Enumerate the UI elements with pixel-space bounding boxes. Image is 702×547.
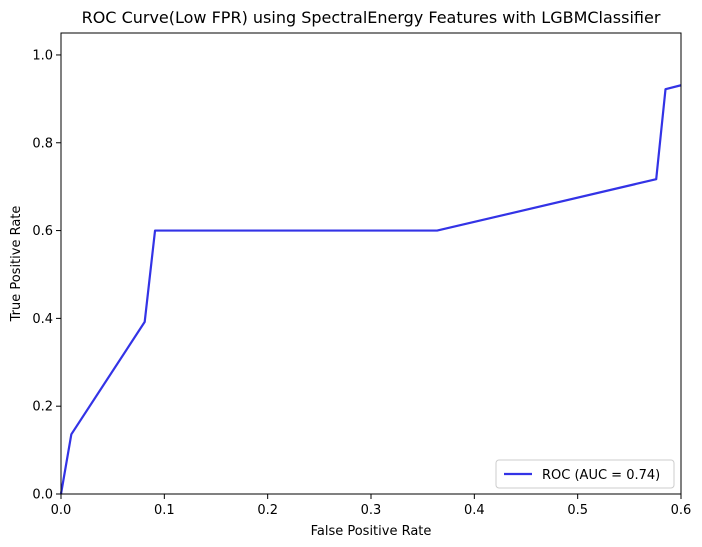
x-axis-ticks: 0.0 0.1 0.2 0.3 0.4 0.5 0.6	[51, 494, 692, 518]
y-tick-label: 0.6	[32, 224, 53, 239]
x-tick-label: 0.3	[361, 503, 382, 518]
y-tick-label: 0.2	[32, 400, 53, 415]
y-tick-label: 0.8	[32, 136, 53, 151]
roc-curve-line	[59, 84, 682, 495]
y-axis-ticks: 0.0 0.2 0.4 0.6 0.8 1.0	[32, 48, 61, 503]
plot-frame	[60, 32, 682, 495]
chart-title: ROC Curve(Low FPR) using SpectralEnergy …	[82, 8, 661, 27]
x-tick-label: 0.6	[671, 503, 692, 518]
x-tick-label: 0.0	[51, 503, 72, 518]
legend: ROC (AUC = 0.74)	[495, 459, 675, 489]
plot-area	[59, 84, 682, 495]
y-tick-label: 1.0	[32, 48, 53, 63]
y-tick-label: 0.0	[32, 488, 53, 503]
x-tick-label: 0.1	[154, 503, 175, 518]
x-tick-label: 0.5	[567, 503, 588, 518]
x-axis-label: False Positive Rate	[311, 524, 432, 539]
x-tick-label: 0.2	[257, 503, 278, 518]
legend-entry-label: ROC (AUC = 0.74)	[542, 468, 660, 483]
y-tick-label: 0.4	[32, 312, 53, 327]
x-tick-label: 0.4	[464, 503, 485, 518]
legend-box	[495, 459, 675, 489]
y-axis-label: True Positive Rate	[9, 206, 24, 323]
